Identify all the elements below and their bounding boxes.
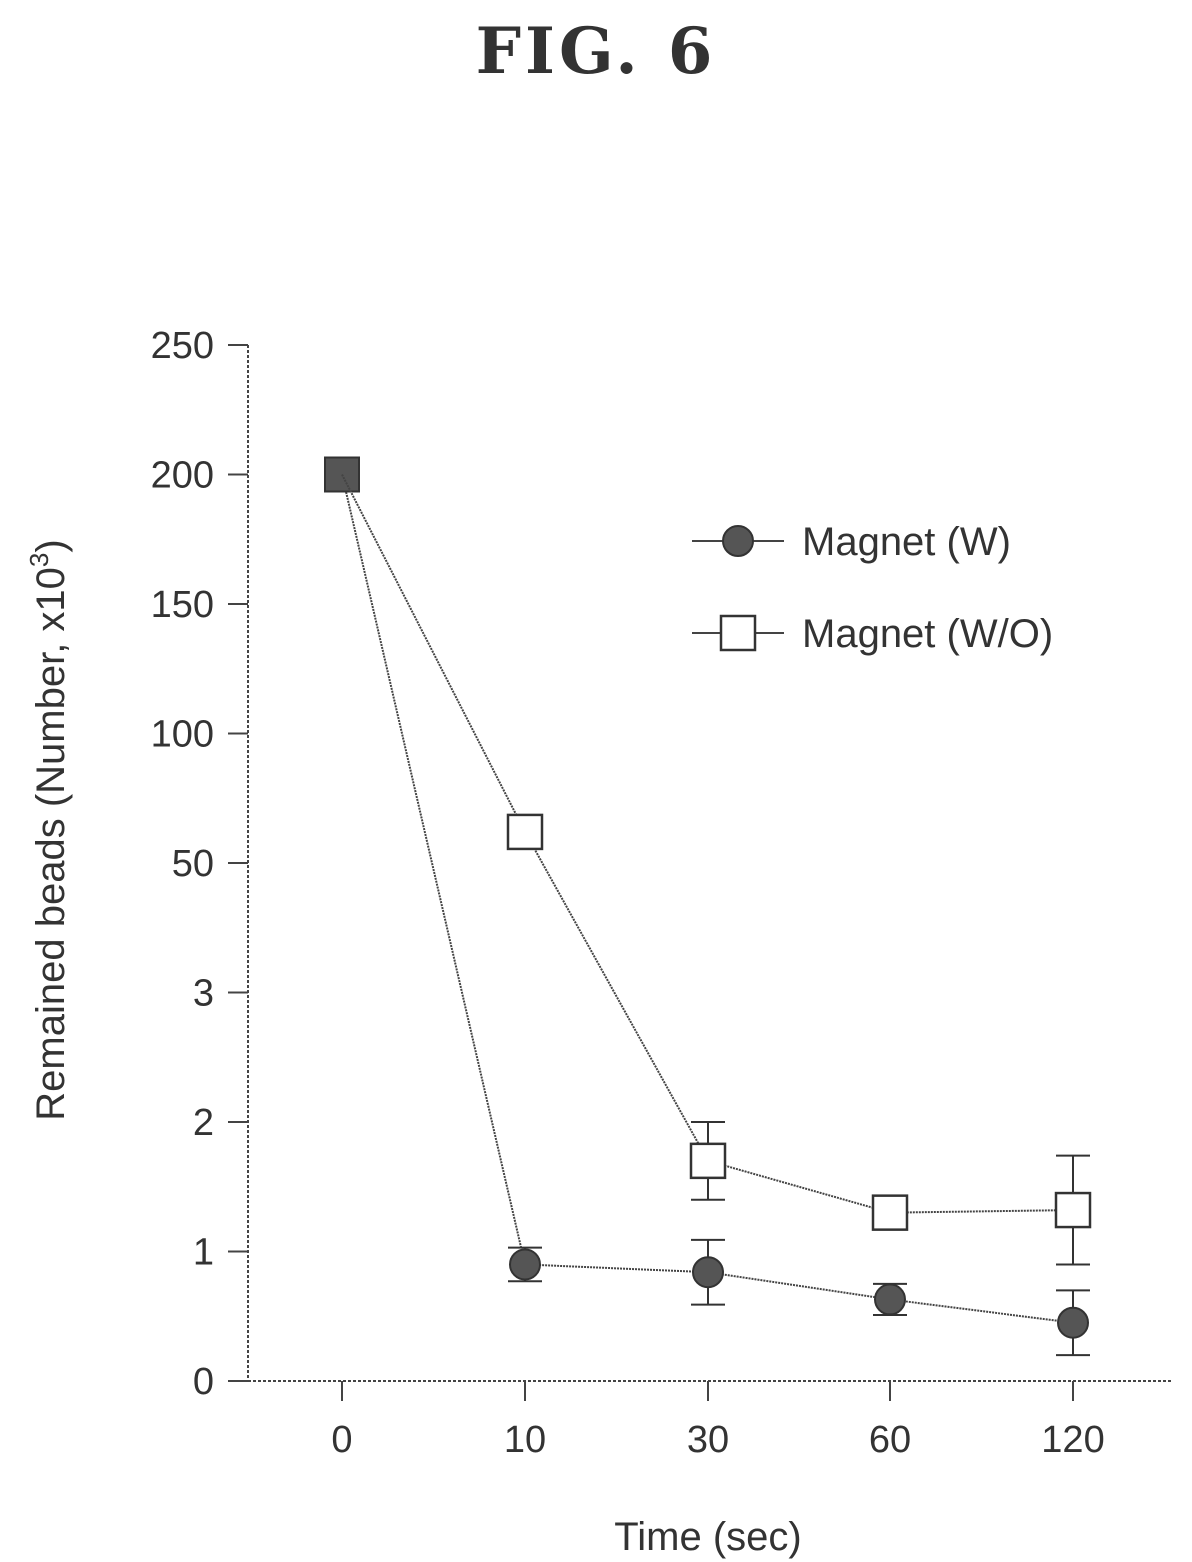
data-point (719, 614, 757, 652)
x-axis-title: Time (sec) (614, 1515, 801, 1559)
data-point (874, 1283, 906, 1316)
data-point (871, 1194, 909, 1231)
legend-item: Magnet (W/O) (692, 612, 1053, 656)
data-point (692, 1256, 724, 1289)
y-axis-title-main: Remained beads (Number, x10 (29, 567, 73, 1121)
y-tick-label: 1 (193, 1232, 214, 1274)
y-ticks: 0 1 2 3 50 100 150 200 250 (151, 325, 248, 1403)
x-tick-label: 30 (687, 1419, 729, 1461)
legend-label: Magnet (W) (802, 520, 1011, 564)
y-tick-label: 0 (193, 1361, 214, 1403)
data-point (509, 1248, 541, 1281)
axes (228, 345, 1172, 1382)
series-magnet-w (324, 456, 1090, 1357)
y-tick-label: 250 (151, 325, 214, 367)
y-tick-label: 3 (193, 973, 214, 1015)
data-point (722, 525, 754, 557)
x-tick-label: 60 (869, 1419, 911, 1461)
y-axis-title: Remained beads (Number, x103) (24, 539, 73, 1120)
legend: Magnet (W) Magnet (W/O) (692, 520, 1053, 656)
series-layer (324, 456, 1092, 1357)
y-axis-title-close: ) (29, 539, 73, 552)
y-tick-label: 200 (151, 455, 214, 497)
x-tick-label: 10 (504, 1419, 546, 1461)
y-axis-title-superscript: 3 (24, 553, 54, 567)
y-tick-label: 100 (151, 714, 214, 756)
y-tick-label: 150 (151, 584, 214, 626)
series-line (341, 474, 1074, 1214)
x-tick-label: 120 (1041, 1419, 1104, 1461)
legend-item: Magnet (W) (692, 520, 1011, 564)
data-point (689, 1142, 727, 1180)
legend-label: Magnet (W/O) (802, 612, 1053, 656)
data-point (506, 813, 544, 851)
x-ticks: 0 10 30 60 120 (331, 1381, 1105, 1461)
data-point (1057, 1306, 1089, 1339)
series-magnet-wo (341, 474, 1092, 1266)
y-tick-label: 2 (193, 1102, 214, 1144)
data-point (1054, 1191, 1092, 1229)
y-tick-label: 50 (172, 843, 214, 885)
figure-title: FIG. 6 (475, 14, 717, 89)
x-tick-label: 0 (331, 1419, 352, 1461)
